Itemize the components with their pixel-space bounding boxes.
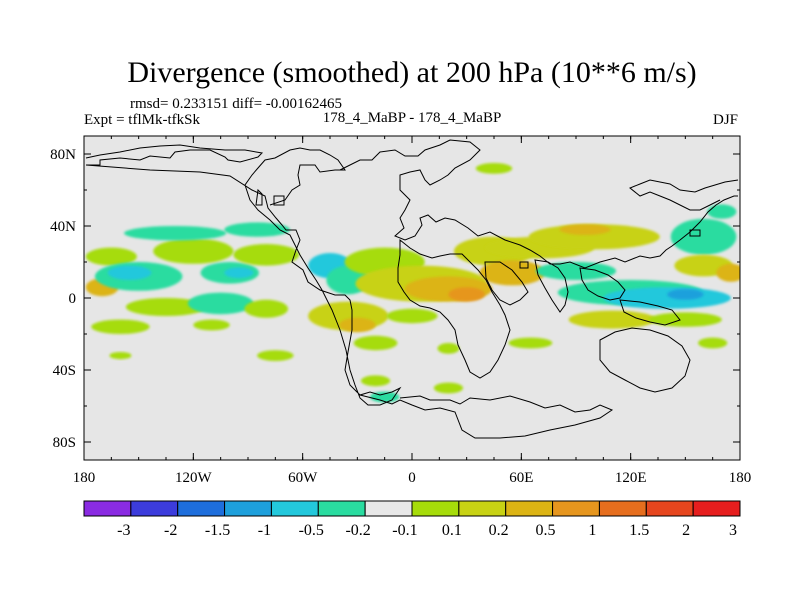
colorbar-label: -2 xyxy=(164,522,177,539)
divergence-patch xyxy=(475,163,513,174)
y-tick-label: 40N xyxy=(50,219,76,235)
colorbar-label: 0.1 xyxy=(442,522,462,539)
divergence-patch xyxy=(91,319,150,334)
y-tick-label: 80N xyxy=(50,147,76,163)
colorbar: -3 -2 -1.5 -1 -0.5 -0.2 -0.1 0.1 0.2 0.5 1 1.5 2 3 xyxy=(83,500,741,539)
divergence-patch xyxy=(124,226,227,241)
colorbar-label: 1 xyxy=(588,522,596,539)
coastline xyxy=(85,139,739,439)
colorbar-swatch xyxy=(645,500,694,517)
colorbar-label: -1.5 xyxy=(205,522,230,539)
colorbar-label: 3 xyxy=(729,522,737,539)
divergence-patch xyxy=(433,382,464,394)
y-tick-label: 40S xyxy=(53,363,76,379)
colorbar-label: 0.5 xyxy=(536,522,556,539)
season-label: DJF xyxy=(713,112,738,128)
colorbar-swatch xyxy=(224,500,272,517)
x-tick-label: 180 xyxy=(729,470,752,486)
greenland-outline xyxy=(85,144,264,166)
colorbar-label: -0.5 xyxy=(299,522,324,539)
colorbar-swatch xyxy=(692,500,741,517)
colorbar-swatch xyxy=(598,500,647,517)
colorbar-swatch xyxy=(317,500,366,517)
divergence-patch xyxy=(224,267,254,279)
divergence-patch xyxy=(233,244,300,266)
divergence-patch xyxy=(109,352,132,360)
colorbar-swatch xyxy=(552,500,600,517)
divergence-patch xyxy=(339,317,376,333)
colorbar-swatch xyxy=(458,500,507,517)
divergence-patch xyxy=(187,292,254,315)
y-tick-label: 0 xyxy=(69,291,77,307)
divergence-patch xyxy=(107,265,152,280)
divergence-field xyxy=(85,163,740,403)
divergence-patch xyxy=(85,247,137,266)
y-tick-label: 80S xyxy=(53,435,76,451)
axis-ticks: 180 120W 60W 0 60E 120E 180 80N 40N 0 40S 80S xyxy=(50,136,751,486)
divergence-patch xyxy=(125,298,207,316)
antarctica-outline xyxy=(359,394,614,439)
divergence-patch xyxy=(559,224,611,236)
divergence-patch xyxy=(386,308,438,324)
divergence-patch xyxy=(707,204,737,219)
americas-outline xyxy=(85,147,402,406)
divergence-patch xyxy=(244,299,289,318)
colorbar-swatch xyxy=(411,500,460,517)
colorbar-swatch xyxy=(177,500,226,517)
divergence-patch xyxy=(716,263,740,282)
australia-outline xyxy=(599,327,691,393)
divergence-patch xyxy=(670,218,737,255)
comparison-label: 178_4_MaBP - 178_4_MaBP xyxy=(323,110,502,126)
divergence-patch xyxy=(568,310,657,329)
islands-outline xyxy=(255,188,701,269)
divergence-patch xyxy=(698,337,728,349)
colorbar-label: -0.2 xyxy=(345,522,370,539)
x-tick-label: 60W xyxy=(288,470,318,486)
africa-outline xyxy=(397,238,511,379)
colorbar-swatch xyxy=(505,500,554,517)
colorbar-label: 1.5 xyxy=(629,522,649,539)
divergence-patch xyxy=(479,260,546,286)
divergence-patch xyxy=(448,287,485,302)
indonesia-outline xyxy=(619,299,681,326)
x-tick-label: 120W xyxy=(175,470,213,486)
divergence-patch xyxy=(257,350,294,361)
southeast-asia-outline xyxy=(579,267,626,301)
x-tick-label: 60E xyxy=(509,470,533,486)
east-asia-outline xyxy=(629,179,739,211)
x-tick-label: 120E xyxy=(615,470,647,486)
divergence-patch xyxy=(360,375,391,387)
divergence-patch xyxy=(437,343,460,354)
divergence-patch xyxy=(603,287,731,309)
divergence-patch xyxy=(353,335,398,351)
x-tick-label: 180 xyxy=(73,470,96,486)
divergence-patch xyxy=(508,337,553,349)
stats-label: rmsd= 0.233151 diff= -0.00162465 xyxy=(130,96,342,112)
colorbar-swatch xyxy=(130,500,179,517)
colorbar-label: -3 xyxy=(117,522,130,539)
colorbar-swatch xyxy=(83,500,132,517)
colorbar-swatch xyxy=(270,500,319,517)
colorbar-label: -1 xyxy=(258,522,271,539)
colorbar-label: 0.2 xyxy=(489,522,509,539)
experiment-label: Expt = tflMk-tfkSk xyxy=(84,112,200,128)
chart-title: Divergence (smoothed) at 200 hPa (10**6 … xyxy=(127,56,696,89)
colorbar-label: 2 xyxy=(682,522,690,539)
divergence-patch xyxy=(153,238,234,264)
divergence-patch xyxy=(648,312,722,327)
colorbar-label: -0.1 xyxy=(392,522,417,539)
eurasia-outline xyxy=(339,139,738,269)
divergence-patch xyxy=(667,289,704,300)
india-outline xyxy=(534,259,569,313)
divergence-patch xyxy=(224,222,290,237)
divergence-patch xyxy=(193,319,230,331)
arabia-outline xyxy=(484,261,529,306)
colorbar-swatch xyxy=(364,500,413,517)
x-tick-label: 0 xyxy=(408,470,416,486)
